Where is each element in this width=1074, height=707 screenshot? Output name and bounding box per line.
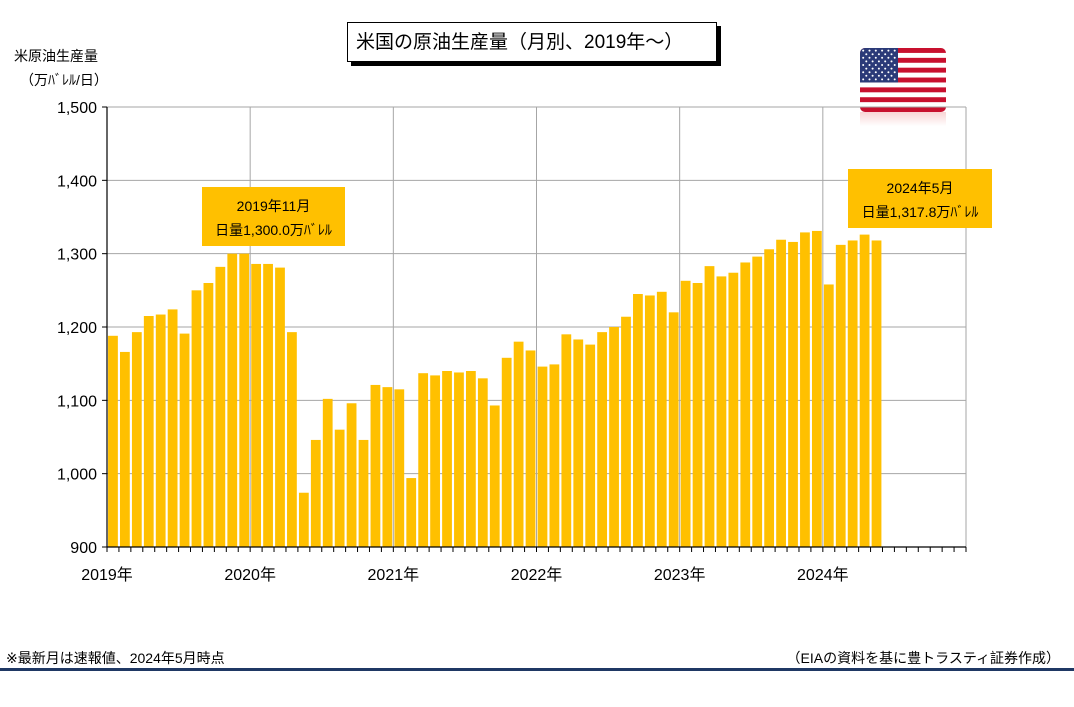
bar-33 <box>501 357 512 547</box>
y-tick-label: 1,400 <box>57 173 97 190</box>
bar-12 <box>251 263 262 547</box>
annotation-line1: 2019年11月 <box>237 198 311 214</box>
bar-27 <box>430 375 440 547</box>
source-note: （EIAの資料を基に豊トラスティ証券作成） <box>786 650 1060 666</box>
bottom-rule <box>0 668 1074 671</box>
y-tick-label: 1,300 <box>57 247 97 264</box>
y-tick-label: 1,500 <box>57 100 97 117</box>
flag-reflection <box>860 112 946 126</box>
bar-10 <box>227 253 238 547</box>
bar-43 <box>621 316 631 547</box>
bar-63 <box>859 234 870 547</box>
bar-5 <box>167 309 178 547</box>
bar-57 <box>788 241 798 547</box>
bar-1 <box>120 351 130 547</box>
bar-20 <box>346 403 357 547</box>
bar-9 <box>215 266 226 547</box>
bar-30 <box>465 371 476 547</box>
bar-45 <box>644 295 655 547</box>
bar-37 <box>549 364 560 547</box>
annotation-box <box>848 169 992 228</box>
bar-26 <box>418 373 429 547</box>
bar-24 <box>394 389 405 547</box>
bar-35 <box>525 350 536 547</box>
bars <box>108 230 882 547</box>
bar-62 <box>847 240 858 547</box>
bar-4 <box>155 314 166 547</box>
annotation-line2: 日量1,300.0万ﾊﾞﾚﾙ <box>215 222 332 238</box>
y-axis-label-line2: （万ﾊﾞﾚﾙ/日） <box>20 72 108 88</box>
bar-49 <box>692 283 703 547</box>
annotation-box <box>202 187 345 246</box>
bar-34 <box>513 341 524 547</box>
bar-48 <box>680 280 691 547</box>
bar-59 <box>811 230 822 547</box>
bar-15 <box>287 332 297 547</box>
bar-3 <box>143 316 154 547</box>
x-year-label: 2022年 <box>511 566 563 584</box>
bar-13 <box>263 263 273 547</box>
bar-6 <box>179 333 190 547</box>
bar-28 <box>442 371 452 547</box>
bar-54 <box>752 256 763 547</box>
y-tick-label: 1,100 <box>57 393 97 410</box>
us-flag-icon <box>860 48 946 112</box>
y-tick-labels: 1,500 1,400 1,300 1,200 1,100 1,000 900 <box>57 100 97 557</box>
bar-31 <box>477 378 488 547</box>
bar-56 <box>776 239 786 547</box>
x-year-label: 2021年 <box>368 566 420 584</box>
bar-19 <box>334 429 345 547</box>
bar-32 <box>489 405 500 547</box>
bar-36 <box>537 366 548 547</box>
bar-58 <box>800 232 810 547</box>
bar-50 <box>704 266 715 547</box>
annotation-line1: 2024年5月 <box>887 180 954 196</box>
x-year-label: 2024年 <box>797 566 849 584</box>
bar-22 <box>370 384 381 547</box>
bar-64 <box>871 240 882 547</box>
bar-11 <box>239 253 250 547</box>
axes <box>102 106 967 552</box>
bar-14 <box>275 267 285 547</box>
bar-51 <box>716 276 727 547</box>
annotation-line2: 日量1,317.8万ﾊﾞﾚﾙ <box>862 204 979 220</box>
y-tick-label: 900 <box>70 540 97 557</box>
x-year-label: 2019年 <box>81 566 133 584</box>
bar-25 <box>406 478 417 547</box>
bar-38 <box>561 334 572 547</box>
bar-21 <box>358 439 369 547</box>
bar-16 <box>298 492 309 547</box>
bar-47 <box>668 312 679 547</box>
bar-8 <box>203 283 214 547</box>
bar-39 <box>573 339 584 547</box>
bar-61 <box>835 244 846 547</box>
y-axis-label-line1: 米原油生産量 <box>14 48 98 64</box>
bar-41 <box>597 332 608 547</box>
bar-55 <box>764 249 775 547</box>
bar-42 <box>609 327 619 547</box>
bar-52 <box>728 272 739 547</box>
bar-44 <box>633 294 643 547</box>
y-tick-label: 1,000 <box>57 467 97 484</box>
bar-0 <box>108 335 118 547</box>
bar-29 <box>454 372 464 547</box>
x-year-label: 2023年 <box>654 566 706 584</box>
bar-23 <box>382 387 393 547</box>
x-year-label: 2020年 <box>224 566 276 584</box>
footnote: ※最新月は速報値、2024年5月時点 <box>6 650 225 666</box>
y-tick-label: 1,200 <box>57 320 97 337</box>
bar-2 <box>131 332 142 547</box>
bar-40 <box>585 344 596 547</box>
x-tick-labels: 2019年 2020年 2021年 2022年 2023年 2024年 <box>81 566 848 584</box>
chart-title: 米国の原油生産量（月別、2019年～） <box>347 22 717 62</box>
bar-18 <box>322 398 333 547</box>
y-axis-label: 米原油生産量 （万ﾊﾞﾚﾙ/日） <box>14 44 108 92</box>
bar-46 <box>656 291 667 547</box>
bar-7 <box>191 290 202 547</box>
bar-53 <box>740 262 751 547</box>
bar-60 <box>823 284 834 547</box>
bar-17 <box>310 439 321 547</box>
